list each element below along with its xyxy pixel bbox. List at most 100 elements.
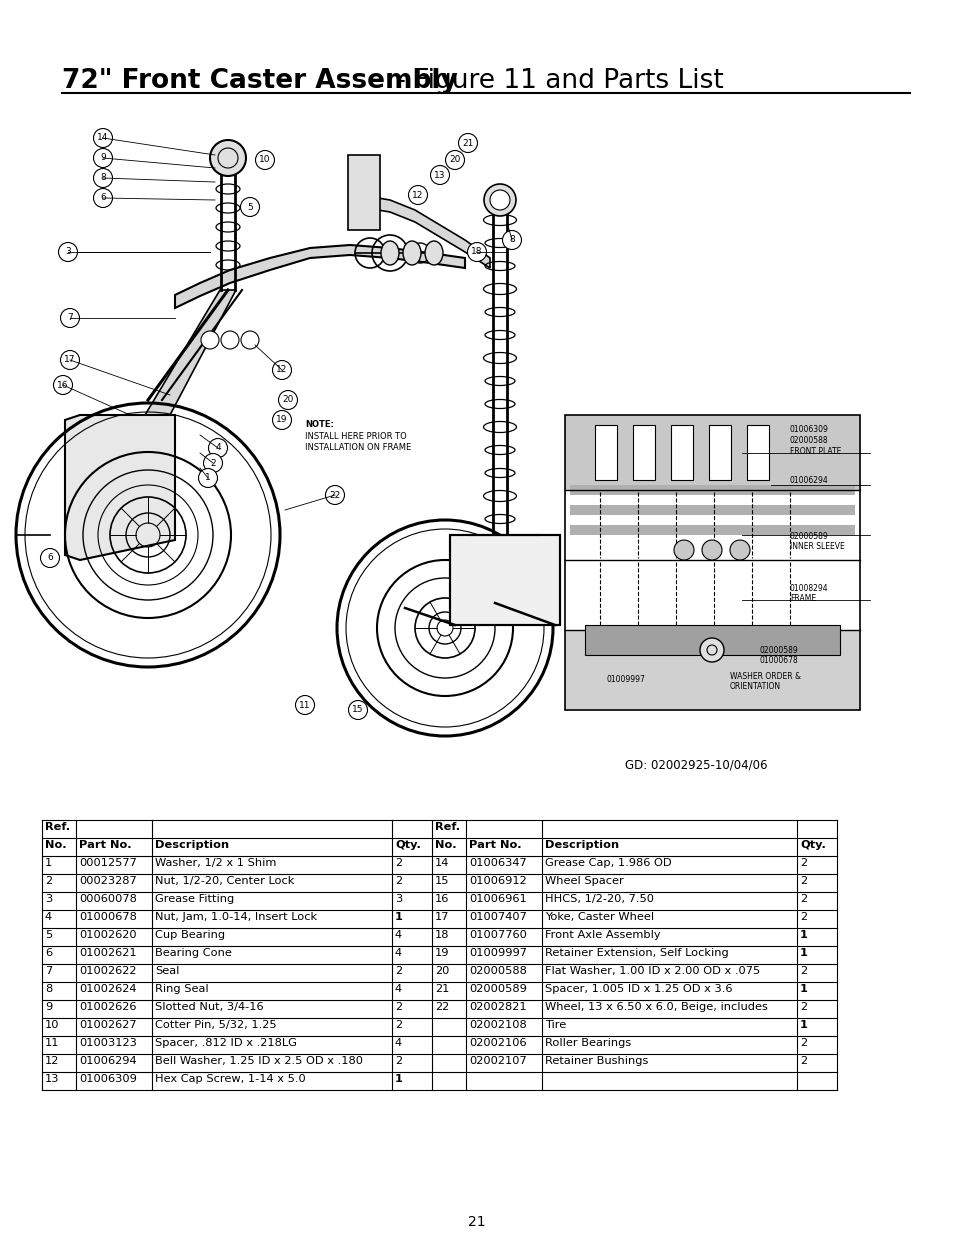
Polygon shape: [348, 156, 379, 230]
Text: FRAME: FRAME: [789, 594, 815, 603]
Text: 20: 20: [435, 966, 449, 976]
Text: 1: 1: [800, 984, 807, 994]
Text: 1: 1: [45, 858, 52, 868]
Text: 11: 11: [45, 1037, 59, 1049]
Text: 21: 21: [462, 138, 474, 147]
Text: 20: 20: [449, 156, 460, 164]
Polygon shape: [359, 195, 490, 268]
Text: Cotter Pin, 5/32, 1.25: Cotter Pin, 5/32, 1.25: [154, 1020, 276, 1030]
Text: 01000678: 01000678: [79, 911, 136, 923]
Text: 1: 1: [395, 1074, 402, 1084]
Text: Retainer Extension, Self Locking: Retainer Extension, Self Locking: [544, 948, 728, 958]
Text: 6: 6: [100, 194, 106, 203]
Circle shape: [408, 185, 427, 205]
Text: WASHER ORDER &: WASHER ORDER &: [729, 672, 801, 680]
Text: INNER SLEEVE: INNER SLEEVE: [789, 542, 843, 551]
Text: 12: 12: [412, 190, 423, 200]
Circle shape: [40, 548, 59, 568]
Text: Wheel Spacer: Wheel Spacer: [544, 876, 623, 885]
Circle shape: [93, 128, 112, 147]
Text: 17: 17: [64, 356, 75, 364]
Text: ORIENTATION: ORIENTATION: [729, 682, 781, 692]
Text: Front Axle Assembly: Front Axle Assembly: [544, 930, 659, 940]
Text: GD: 02002925-10/04/06: GD: 02002925-10/04/06: [624, 758, 767, 771]
Circle shape: [458, 133, 477, 152]
Text: 22: 22: [435, 1002, 449, 1011]
Text: 01006309: 01006309: [789, 425, 828, 433]
Text: Seal: Seal: [154, 966, 179, 976]
Text: 8: 8: [509, 236, 515, 245]
Circle shape: [502, 231, 521, 249]
Text: 2: 2: [800, 876, 806, 885]
Bar: [450, 535, 559, 625]
Circle shape: [58, 242, 77, 262]
Circle shape: [700, 638, 723, 662]
Text: 3: 3: [395, 894, 402, 904]
Text: 19: 19: [276, 415, 288, 425]
Text: 14: 14: [97, 133, 109, 142]
Text: 14: 14: [435, 858, 449, 868]
Text: 10: 10: [45, 1020, 59, 1030]
Circle shape: [430, 165, 449, 184]
Ellipse shape: [380, 241, 398, 266]
Circle shape: [467, 242, 486, 262]
Text: 2: 2: [395, 1002, 402, 1011]
Text: 02000589: 02000589: [789, 532, 828, 541]
Text: 16: 16: [57, 380, 69, 389]
Text: Yoke, Caster Wheel: Yoke, Caster Wheel: [544, 911, 654, 923]
Text: 7: 7: [45, 966, 52, 976]
Text: Wheel, 13 x 6.50 x 6.0, Beige, includes: Wheel, 13 x 6.50 x 6.0, Beige, includes: [544, 1002, 767, 1011]
Text: 4: 4: [395, 1037, 402, 1049]
Text: 4: 4: [395, 984, 402, 994]
Text: 5: 5: [247, 203, 253, 211]
Text: 15: 15: [435, 876, 449, 885]
Bar: [670, 425, 692, 480]
Text: Grease Cap, 1.986 OD: Grease Cap, 1.986 OD: [544, 858, 671, 868]
Circle shape: [209, 438, 227, 457]
Text: 01000678: 01000678: [760, 656, 798, 664]
Bar: [595, 425, 617, 480]
Text: 01006309: 01006309: [79, 1074, 136, 1084]
Text: 01009997: 01009997: [469, 948, 526, 958]
Text: 2: 2: [800, 966, 806, 976]
Circle shape: [60, 351, 79, 369]
Circle shape: [445, 151, 464, 169]
Circle shape: [278, 390, 297, 410]
Text: Bell Washer, 1.25 ID x 2.5 OD x .180: Bell Washer, 1.25 ID x 2.5 OD x .180: [154, 1056, 363, 1066]
Text: Cup Bearing: Cup Bearing: [154, 930, 225, 940]
Text: No.: No.: [435, 840, 456, 850]
Text: 00023287: 00023287: [79, 876, 136, 885]
Bar: [569, 505, 854, 515]
Text: INSTALL HERE PRIOR TO: INSTALL HERE PRIOR TO: [305, 432, 406, 441]
Text: Bearing Cone: Bearing Cone: [154, 948, 232, 958]
Text: - Figure 11 and Parts List: - Figure 11 and Parts List: [388, 68, 723, 94]
Text: 02000589: 02000589: [760, 646, 798, 655]
Text: 2: 2: [395, 876, 402, 885]
Text: 4: 4: [395, 930, 402, 940]
Circle shape: [348, 700, 367, 720]
Circle shape: [221, 331, 239, 350]
Text: 01008294: 01008294: [789, 584, 828, 593]
Polygon shape: [65, 415, 174, 559]
Text: No.: No.: [45, 840, 67, 850]
Text: 02002106: 02002106: [469, 1037, 526, 1049]
Text: 2: 2: [45, 876, 52, 885]
Text: Qty.: Qty.: [395, 840, 420, 850]
Text: NOTE:: NOTE:: [305, 420, 334, 429]
Text: 5: 5: [45, 930, 52, 940]
Circle shape: [673, 540, 693, 559]
Text: Washer, 1/2 x 1 Shim: Washer, 1/2 x 1 Shim: [154, 858, 276, 868]
Text: 2: 2: [395, 966, 402, 976]
Circle shape: [53, 375, 72, 394]
Text: 12: 12: [45, 1056, 59, 1066]
Text: 1: 1: [800, 930, 807, 940]
Text: 1: 1: [205, 473, 211, 483]
Bar: [569, 525, 854, 535]
Text: 4: 4: [45, 911, 52, 923]
Text: Tire: Tire: [544, 1020, 566, 1030]
Text: 02002108: 02002108: [469, 1020, 526, 1030]
Circle shape: [273, 361, 292, 379]
Text: 2: 2: [800, 911, 806, 923]
Circle shape: [93, 168, 112, 188]
Bar: [564, 415, 859, 710]
